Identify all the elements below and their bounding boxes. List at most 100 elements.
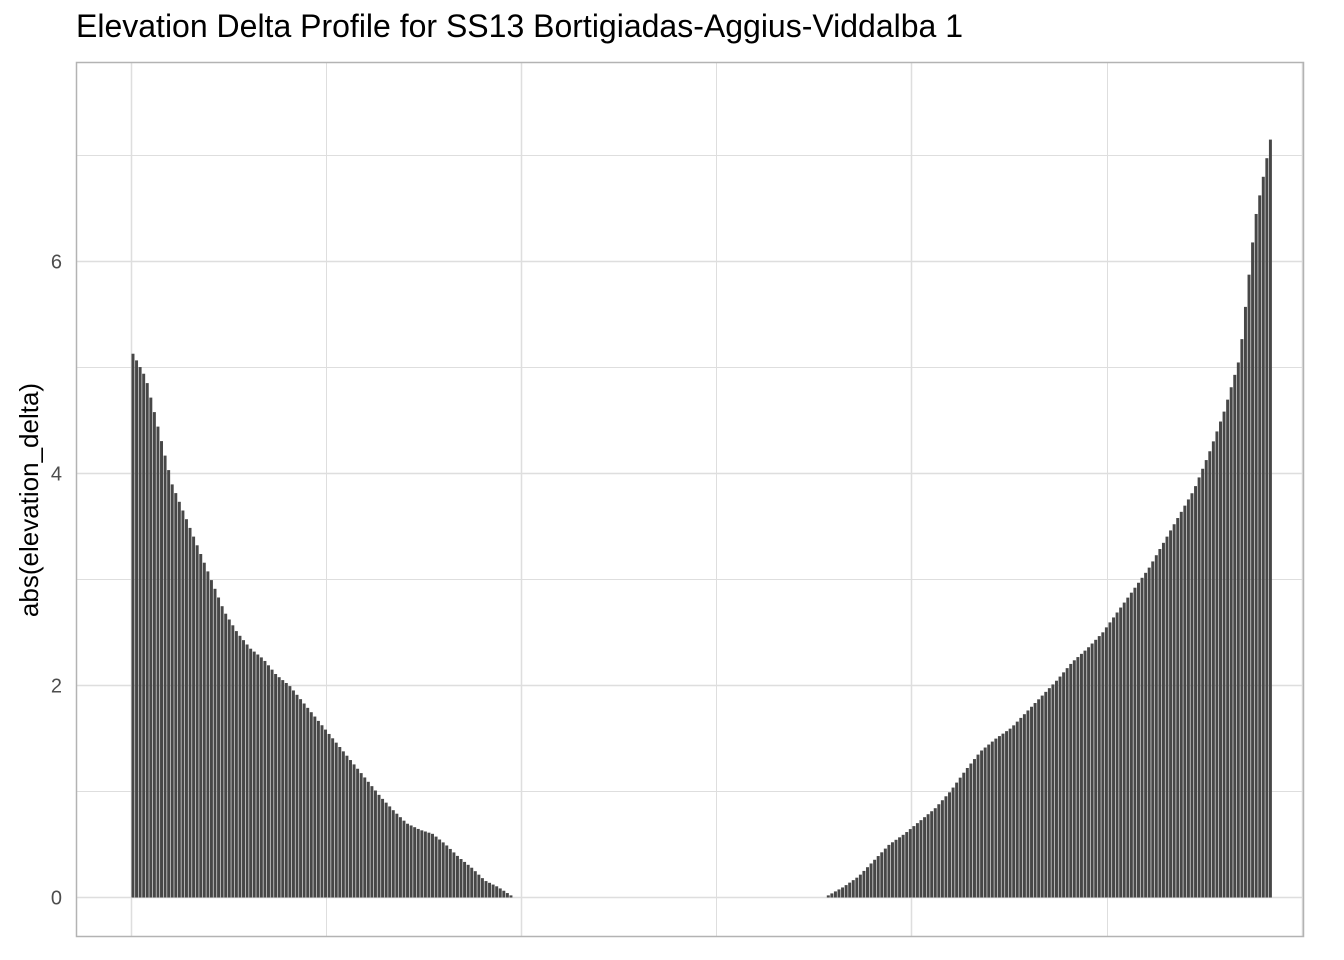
bar: [1219, 421, 1222, 898]
bar: [377, 794, 381, 898]
bar: [370, 786, 374, 898]
bar: [445, 845, 449, 898]
bar: [1226, 399, 1230, 898]
bar: [994, 738, 998, 898]
bar: [873, 859, 877, 898]
bar: [448, 848, 452, 898]
bar: [263, 660, 267, 898]
bar: [1247, 274, 1251, 898]
bar: [1101, 632, 1105, 898]
bar: [334, 742, 338, 898]
bar: [1008, 728, 1012, 898]
bar: [969, 763, 973, 898]
bar: [324, 729, 328, 898]
bar: [1076, 657, 1080, 898]
bar: [495, 886, 499, 898]
bar: [826, 895, 830, 898]
bar: [313, 716, 317, 898]
bar: [1033, 703, 1037, 898]
bar: [898, 837, 902, 898]
panel-border: [75, 61, 1305, 938]
bar: [199, 554, 203, 898]
bar: [1115, 612, 1119, 898]
bar: [1072, 660, 1076, 898]
bar: [855, 877, 859, 898]
bar: [249, 648, 253, 898]
bar: [170, 484, 174, 898]
bar: [473, 871, 477, 898]
bar: [1208, 451, 1212, 898]
bar: [427, 832, 431, 898]
bar: [1037, 699, 1041, 898]
bar: [252, 651, 256, 898]
bar: [174, 493, 178, 898]
bar: [1062, 672, 1066, 898]
bar: [195, 545, 199, 898]
bar: [926, 814, 930, 898]
bar: [883, 848, 887, 898]
bar: [413, 827, 417, 898]
bar: [477, 874, 481, 898]
bar: [1094, 639, 1098, 898]
bar: [1047, 688, 1051, 898]
bar: [341, 751, 345, 898]
bar: [331, 738, 335, 898]
bar: [1133, 587, 1137, 898]
bar: [1172, 524, 1176, 898]
bar: [1112, 617, 1116, 898]
bar: [1140, 577, 1144, 898]
bar: [438, 839, 442, 898]
bar: [306, 707, 310, 898]
bar: [213, 588, 217, 898]
bar: [940, 800, 944, 898]
bar: [1268, 139, 1272, 898]
bar: [434, 836, 438, 898]
bar: [391, 810, 395, 898]
bar: [1026, 710, 1030, 898]
bar: [919, 820, 923, 898]
bar: [502, 890, 506, 898]
bar: [288, 686, 292, 898]
bar: [1129, 592, 1133, 898]
bar: [491, 884, 495, 898]
bar: [1229, 387, 1233, 898]
bar: [1201, 468, 1205, 898]
bar: [1194, 486, 1198, 898]
bar: [295, 694, 299, 898]
bar: [1236, 362, 1240, 898]
chart-title: Elevation Delta Profile for SS13 Bortigi…: [76, 8, 964, 44]
bar: [1119, 607, 1123, 898]
bar: [858, 874, 862, 898]
bar: [866, 867, 869, 898]
bar: [887, 844, 891, 898]
bar: [890, 842, 894, 898]
bar: [1243, 306, 1247, 898]
bar: [876, 856, 880, 898]
bar: [463, 861, 467, 898]
bar: [958, 777, 962, 898]
bar: [359, 773, 363, 898]
bar: [1147, 567, 1151, 898]
bar: [1165, 536, 1169, 898]
bar: [156, 426, 160, 898]
bar: [1069, 663, 1073, 898]
bar: [933, 808, 937, 898]
bar: [299, 699, 303, 898]
bar: [349, 760, 352, 898]
bar: [1169, 530, 1173, 898]
bar: [1090, 643, 1094, 898]
bar: [167, 470, 171, 898]
bar: [944, 796, 948, 898]
bar: [381, 798, 385, 898]
bar: [220, 606, 224, 898]
bar: [1240, 339, 1244, 898]
bar: [509, 895, 513, 898]
bar: [409, 825, 413, 898]
bar: [484, 881, 488, 898]
bar: [420, 830, 424, 898]
bar: [1040, 695, 1044, 898]
bar: [256, 654, 260, 898]
bar: [894, 839, 898, 898]
bar: [930, 811, 934, 898]
bar: [1104, 627, 1108, 898]
